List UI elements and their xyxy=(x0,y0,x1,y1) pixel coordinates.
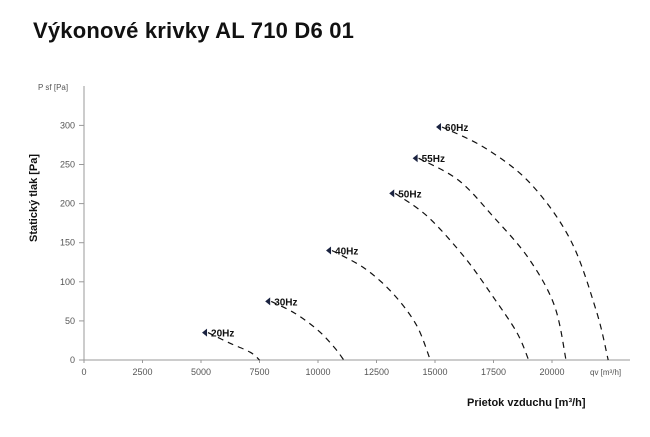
curve-line xyxy=(207,332,260,361)
curve-start-marker xyxy=(202,328,208,337)
chart-title: Výkonové krivky AL 710 D6 01 xyxy=(33,18,355,43)
curve-line xyxy=(270,300,345,361)
curve-55Hz: 55Hz xyxy=(412,154,567,361)
y-tick-label: 100 xyxy=(60,277,75,287)
y-tick-label: 0 xyxy=(70,355,75,365)
curve-30Hz: 30Hz xyxy=(265,297,345,361)
axes: 0 50 100 150 200 250 300 0 2500 5000 7500 10000 1250… xyxy=(60,86,630,377)
curve-line xyxy=(418,157,567,361)
curve-60Hz: 60Hz xyxy=(436,122,609,361)
curve-line xyxy=(441,126,609,361)
x-tick-label: 7500 xyxy=(249,367,269,377)
curve-line xyxy=(394,192,530,361)
curve-start-marker xyxy=(436,122,442,131)
x-tick-label: 12500 xyxy=(364,367,389,377)
y-tick-label: 200 xyxy=(60,199,75,209)
curve-label: 30Hz xyxy=(274,297,297,308)
curve-label: 40Hz xyxy=(335,247,358,258)
curve-start-marker xyxy=(389,189,395,198)
curves: 20Hz 30Hz 40Hz 50Hz 55Hz 60Hz xyxy=(202,122,609,361)
curve-20Hz: 20Hz xyxy=(202,328,260,361)
curve-start-marker xyxy=(265,297,271,306)
y-axis-title: Statický tlak [Pa] xyxy=(28,154,40,242)
curve-start-marker xyxy=(412,154,418,163)
y-tick-label: 250 xyxy=(60,160,75,170)
curve-label: 55Hz xyxy=(422,154,445,165)
x-tick-label: 10000 xyxy=(305,367,330,377)
y-tick-label: 50 xyxy=(65,316,75,326)
x-tick-label: 20000 xyxy=(539,367,564,377)
curve-label: 50Hz xyxy=(398,189,421,200)
curve-label: 20Hz xyxy=(211,329,234,340)
x-tick-label: 2500 xyxy=(132,367,152,377)
curve-label: 60Hz xyxy=(445,123,468,134)
curve-start-marker xyxy=(326,246,332,255)
x-tick-label: 0 xyxy=(81,367,86,377)
y-tick-label: 300 xyxy=(60,120,75,130)
x-axis-unit-label: qv [m³/h] xyxy=(590,368,621,377)
curve-line xyxy=(331,249,431,361)
x-tick-label: 5000 xyxy=(191,367,211,377)
x-tick-label: 15000 xyxy=(422,367,447,377)
curve-40Hz: 40Hz xyxy=(326,246,431,361)
y-tick-label: 150 xyxy=(60,238,75,248)
y-axis-unit-label: P sf [Pa] xyxy=(38,83,68,92)
x-axis-title: Prietok vzduchu [m³/h] xyxy=(467,397,586,409)
curve-50Hz: 50Hz xyxy=(389,189,530,361)
x-tick-label: 17500 xyxy=(481,367,506,377)
